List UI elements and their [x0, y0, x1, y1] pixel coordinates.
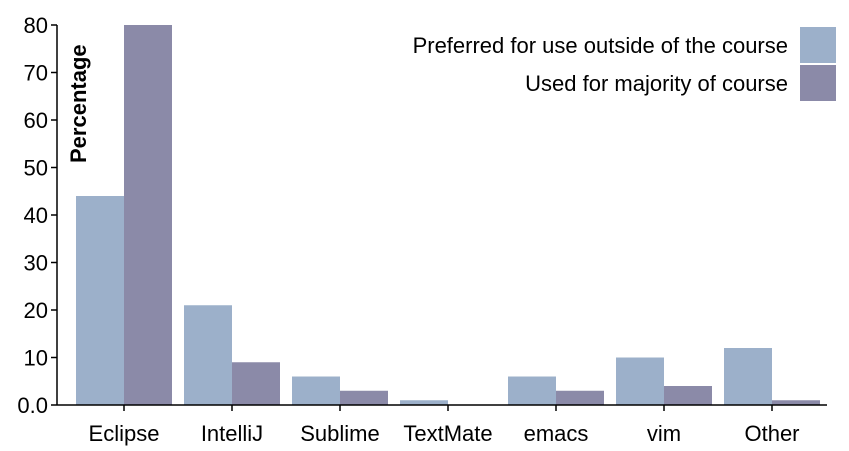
x-tick-label: Sublime — [300, 421, 379, 446]
x-tick-label: Eclipse — [89, 421, 160, 446]
bars — [76, 25, 820, 405]
bar-intellij-series-1 — [184, 305, 232, 405]
bar-vim-series-1 — [616, 357, 664, 405]
bar-other-series-2 — [772, 400, 820, 405]
y-tick-label: 20 — [24, 298, 48, 323]
bar-sublime-series-1 — [292, 376, 340, 405]
y-tick-label: 80 — [24, 13, 48, 38]
bar-other-series-1 — [724, 348, 772, 405]
y-axis: 0.0 10 20 30 40 50 60 70 80 — [17, 13, 58, 418]
bar-sublime-series-2 — [340, 390, 388, 405]
legend-swatch — [800, 27, 836, 63]
y-tick-label: 70 — [24, 61, 48, 86]
bar-intellij-series-2 — [232, 362, 280, 405]
bar-eclipse-series-2 — [124, 25, 172, 405]
x-tick-label: TextMate — [403, 421, 492, 446]
y-tick-label: 10 — [24, 346, 48, 371]
bar-eclipse-series-1 — [76, 196, 124, 405]
legend: Preferred for use outside of the course U… — [413, 27, 836, 101]
bar-vim-series-2 — [664, 386, 712, 405]
y-tick-label: 40 — [24, 203, 48, 228]
y-tick-label: 30 — [24, 251, 48, 276]
x-tick-label: Other — [744, 421, 799, 446]
x-axis: Eclipse IntelliJ Sublime TextMate emacs vim Ot… — [57, 404, 827, 446]
bar-emacs-series-1 — [508, 376, 556, 405]
y-tick-label: 0.0 — [17, 393, 48, 418]
y-tick-label: 50 — [24, 156, 48, 181]
bar-textmate-series-1 — [400, 400, 448, 405]
legend-swatch — [800, 65, 836, 101]
bar-emacs-series-2 — [556, 390, 604, 405]
legend-label: Preferred for use outside of the course — [413, 33, 788, 58]
x-tick-label: IntelliJ — [201, 421, 263, 446]
x-tick-label: emacs — [524, 421, 589, 446]
y-tick-label: 60 — [24, 108, 48, 133]
x-tick-label: vim — [647, 421, 681, 446]
y-axis-label: Percentage — [66, 44, 91, 163]
legend-label: Used for majority of course — [525, 71, 788, 96]
